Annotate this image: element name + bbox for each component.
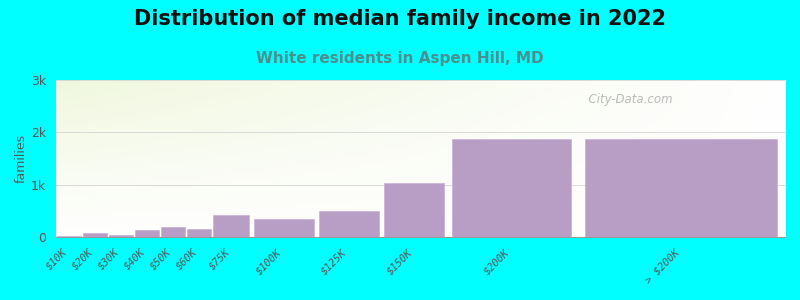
Bar (254, 219, 314, 237)
Bar (585, 139, 777, 237)
Bar (214, 215, 250, 237)
Bar (82, 233, 106, 237)
Text: City-Data.com: City-Data.com (581, 93, 672, 106)
Bar (187, 229, 211, 237)
Bar (451, 139, 571, 237)
Text: White residents in Aspen Hill, MD: White residents in Aspen Hill, MD (256, 51, 544, 66)
Bar (57, 236, 81, 237)
Text: Distribution of median family income in 2022: Distribution of median family income in … (134, 9, 666, 29)
Bar (161, 227, 185, 237)
Bar (109, 235, 133, 237)
Bar (135, 230, 158, 237)
Bar (384, 183, 444, 237)
Bar (318, 211, 378, 237)
Y-axis label: families: families (15, 134, 28, 183)
